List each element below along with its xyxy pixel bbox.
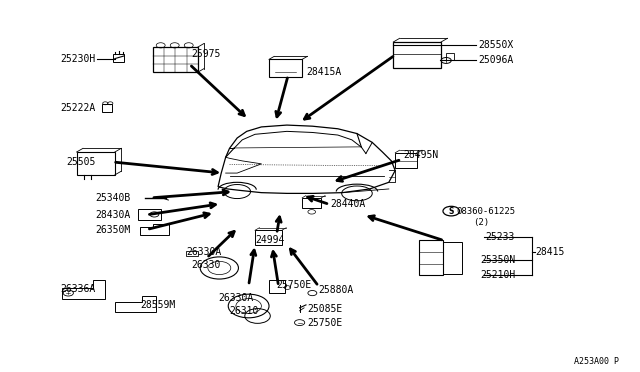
Text: 26330A: 26330A <box>218 292 253 302</box>
Text: 25975: 25975 <box>191 49 221 59</box>
Text: 24994: 24994 <box>255 234 284 244</box>
Text: 28415A: 28415A <box>306 67 341 77</box>
Text: 28415: 28415 <box>536 247 564 257</box>
Text: 26310: 26310 <box>230 306 259 316</box>
Text: S: S <box>449 206 454 216</box>
Text: 25350N: 25350N <box>481 255 516 265</box>
Text: 25210H: 25210H <box>481 270 516 280</box>
Text: 26330: 26330 <box>191 260 221 270</box>
Text: 08360-61225: 08360-61225 <box>456 206 515 216</box>
Text: 28440A: 28440A <box>330 199 365 209</box>
Text: A253A00 P: A253A00 P <box>575 357 620 366</box>
Text: 25340B: 25340B <box>96 193 131 203</box>
Text: 25230H: 25230H <box>60 54 96 64</box>
Text: 28430A: 28430A <box>96 210 131 220</box>
Text: 28495N: 28495N <box>403 150 438 160</box>
Text: 25222A: 25222A <box>60 103 96 113</box>
Text: 25233: 25233 <box>486 232 515 242</box>
Text: 25880A: 25880A <box>319 285 354 295</box>
Text: 26350M: 26350M <box>96 225 131 235</box>
Text: 25750E: 25750E <box>307 318 342 328</box>
Text: 25505: 25505 <box>67 157 96 167</box>
Text: (2): (2) <box>473 218 489 227</box>
Text: 25085E: 25085E <box>307 304 342 314</box>
Text: 26336A: 26336A <box>60 283 96 294</box>
Text: 26330A: 26330A <box>186 247 221 257</box>
Text: 25750E: 25750E <box>276 280 312 290</box>
Text: 28550X: 28550X <box>478 40 513 50</box>
Text: 25096A: 25096A <box>478 55 513 65</box>
Text: 28559M: 28559M <box>140 300 175 310</box>
